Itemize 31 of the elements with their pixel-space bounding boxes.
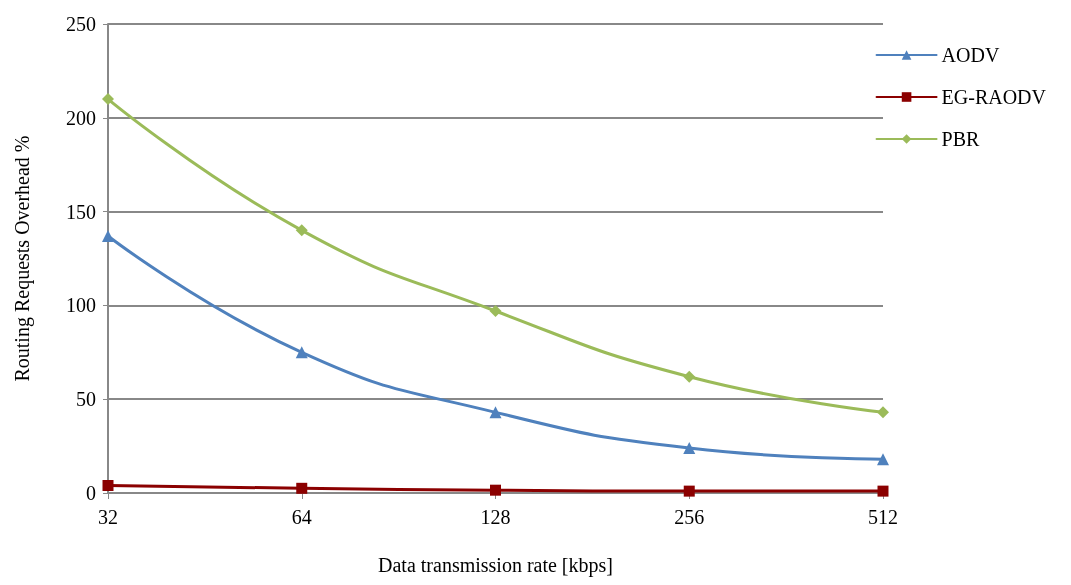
legend-label: PBR [941,128,981,150]
legend-label: EG-RAODV [941,86,1047,108]
point [683,485,695,497]
y-tick-label: 150 [66,200,96,223]
point [489,406,502,419]
point [295,346,308,359]
point [102,480,114,491]
x-axis-title: Data transmission rate [kbps] [378,554,613,577]
point [877,485,889,497]
point [489,305,502,318]
y-tick-label: 200 [66,106,96,129]
point [683,441,696,454]
point [683,370,696,383]
x-tick-label: 32 [98,506,118,528]
point [877,406,889,419]
x-tick-label: 64 [291,506,312,528]
legend-label: AODV [941,44,1000,66]
point [295,224,308,237]
point [490,484,501,496]
x-tick-label: 512 [868,506,898,528]
y-tick-label: 100 [66,294,96,317]
y-tick-label: 50 [76,388,96,411]
point [877,453,889,466]
point [102,93,114,106]
y-tick-label: 250 [66,13,96,35]
x-tick-label: 128 [480,506,511,528]
y-tick-label: 0 [86,482,96,504]
point [296,482,308,494]
x-tick-label: 256 [674,506,705,528]
y-axis-title: Routing Requests Overhead % [11,135,34,382]
point [102,229,114,242]
